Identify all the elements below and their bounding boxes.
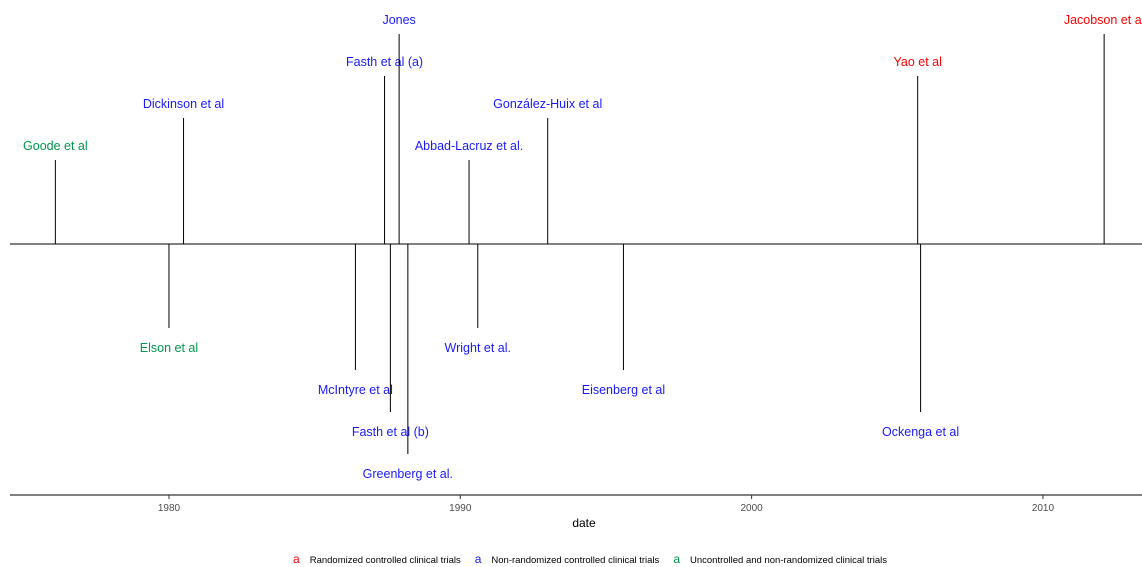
event-label-fasth-et-al-a: Fasth et al (a)	[346, 55, 423, 69]
legend: a Randomized controlled clinical trials a N…	[293, 552, 887, 566]
event-label-jones: Jones	[382, 13, 415, 27]
event-label-fasth-et-al-b: Fasth et al (b)	[352, 425, 429, 439]
x-tick-label-1990: 1990	[449, 503, 472, 514]
x-axis-title: date	[572, 516, 596, 530]
x-tick-label-1980: 1980	[158, 503, 181, 514]
legend-key-randomized-controlled-clinical-trials: a	[293, 552, 300, 566]
x-tick-label-2010: 2010	[1032, 503, 1055, 514]
event-label-mcintyre-et-al: McIntyre et al	[318, 383, 393, 397]
event-label-jacobson-et-al: Jacobson et al	[1064, 13, 1142, 27]
timeline-events: Goode et al Dickinson et al Elson et al McI…	[23, 13, 1142, 481]
event-label-dickinson-et-al: Dickinson et al	[143, 97, 224, 111]
event-label-eisenberg-et-al: Eisenberg et al	[582, 383, 665, 397]
event-label-goode-et-al: Goode et al	[23, 139, 88, 153]
event-label-abbad-lacruz-et-al: Abbad-Lacruz et al.	[415, 139, 523, 153]
legend-key-uncontrolled-and-non-randomized-clinical-trials: a	[673, 552, 680, 566]
x-tick-label-2000: 2000	[740, 503, 763, 514]
event-label-ockenga-et-al: Ockenga et al	[882, 425, 959, 439]
legend-key-non-randomized-controlled-clinical-trials: a	[475, 552, 482, 566]
legend-label-randomized-controlled-clinical-trials: Randomized controlled clinical trials	[310, 555, 461, 566]
legend-label-uncontrolled-and-non-randomized-clinical-trials: Uncontrolled and non-randomized clinical…	[690, 555, 887, 566]
event-label-wright-et-al: Wright et al.	[445, 341, 511, 355]
event-label-yao-et-al: Yao et al	[893, 55, 941, 69]
legend-label-non-randomized-controlled-clinical-trials: Non-randomized controlled clinical trial…	[491, 555, 659, 566]
event-label-elson-et-al: Elson et al	[140, 341, 198, 355]
x-axis-ticks: 1980 1990 2000 2010	[158, 495, 1055, 514]
event-label-greenberg-et-al: Greenberg et al.	[363, 467, 453, 481]
event-label-gonzalez-huix-et-al: González-Huix et al	[493, 97, 602, 111]
